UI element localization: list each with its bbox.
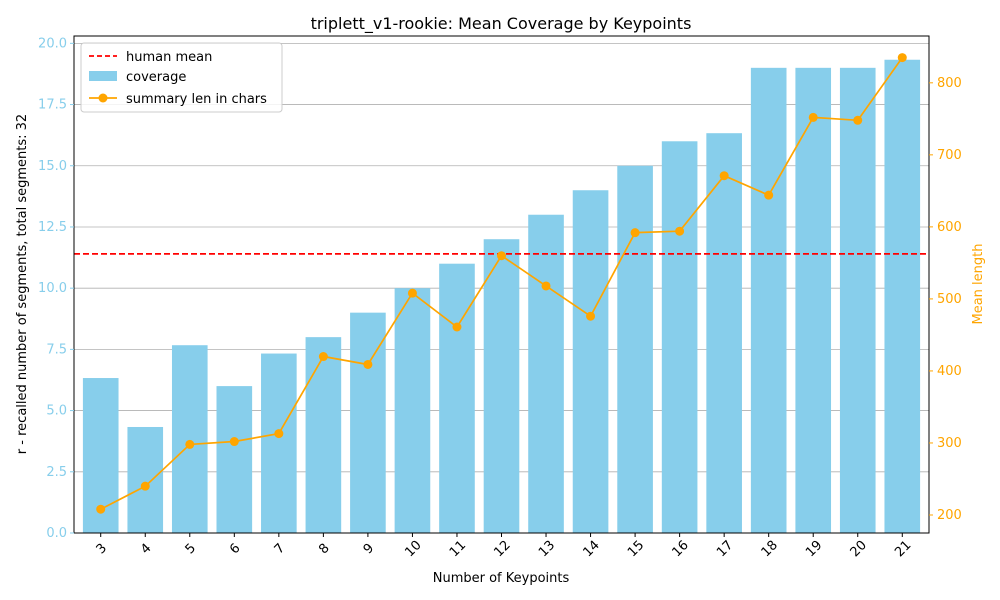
x-tick-label-13: 13 xyxy=(536,538,558,560)
x-tick-label-12: 12 xyxy=(491,538,513,560)
coverage-bar-21 xyxy=(884,59,921,533)
summary-length-point-21 xyxy=(897,53,907,63)
y2-tick-label-4: 600 xyxy=(937,220,962,235)
summary-length-point-6 xyxy=(229,437,239,447)
coverage-bar-14 xyxy=(572,190,609,533)
summary-length-point-13 xyxy=(541,281,551,291)
summary-length-point-14 xyxy=(586,311,596,321)
x-tick-label-6: 6 xyxy=(227,541,243,557)
legend-summary-length-label: summary len in chars xyxy=(126,92,267,107)
x-tick-label-8: 8 xyxy=(316,541,332,557)
coverage-bar-5 xyxy=(171,345,208,533)
coverage-bar-4 xyxy=(127,426,164,533)
y-tick-label-4: 10.0 xyxy=(38,281,67,296)
x-tick-label-19: 19 xyxy=(803,538,825,560)
y-tick-label-3: 7.5 xyxy=(46,342,67,357)
legend-summary-length-dot xyxy=(98,93,108,103)
left-axis: 0.0 2.5 5.0 7.5 10.0 12.5 15.0 17.5 20.0 xyxy=(38,36,74,541)
summary-length-point-12 xyxy=(497,251,506,261)
x-tick-label-4: 4 xyxy=(138,541,154,557)
x-tick-label-11: 11 xyxy=(447,538,469,560)
x-tick-label-21: 21 xyxy=(892,538,914,560)
x-tick-label-5: 5 xyxy=(183,541,199,557)
summary-length-point-8 xyxy=(318,352,328,362)
y-axis-label: r - recalled number of segments, total s… xyxy=(15,114,30,454)
y-tick-label-6: 15.0 xyxy=(38,159,67,174)
summary-length-point-18 xyxy=(764,190,774,200)
legend-human-mean-label: human mean xyxy=(126,50,212,65)
y-tick-label-8: 20.0 xyxy=(38,36,67,51)
x-tick-label-20: 20 xyxy=(848,538,870,560)
summary-length-point-11 xyxy=(452,322,462,332)
summary-length-point-16 xyxy=(675,226,685,236)
coverage-bar-17 xyxy=(706,133,742,534)
coverage-bars xyxy=(82,59,921,534)
y-tick-label-5: 12.5 xyxy=(38,220,67,235)
x-tick-label-18: 18 xyxy=(759,538,781,560)
y2-tick-label-3: 500 xyxy=(937,292,962,307)
y-tick-label-1: 2.5 xyxy=(46,465,67,480)
summary-length-point-3 xyxy=(96,504,106,514)
legend-coverage-marker xyxy=(89,71,117,81)
summary-length-point-19 xyxy=(808,112,818,122)
x-tick-label-16: 16 xyxy=(670,538,692,560)
y2-tick-label-2: 400 xyxy=(937,364,962,379)
coverage-bar-19 xyxy=(795,67,832,534)
coverage-bar-10 xyxy=(394,288,431,533)
x-tick-label-17: 17 xyxy=(714,538,736,560)
summary-length-point-7 xyxy=(274,429,284,439)
x-tick-label-15: 15 xyxy=(625,538,647,560)
summary-length-point-5 xyxy=(185,439,195,449)
legend-coverage-label: coverage xyxy=(126,70,186,85)
summary-length-point-10 xyxy=(407,288,417,298)
x-axis: 3 4 5 6 7 8 9 10 11 12 13 14 15 16 17 18 19 20 21 xyxy=(94,533,914,560)
right-axis: 200 300 400 500 600 700 800 xyxy=(929,76,962,523)
y2-tick-label-1: 300 xyxy=(937,436,962,451)
summary-length-line xyxy=(96,53,907,514)
coverage-bar-16 xyxy=(661,141,698,533)
coverage-bar-13 xyxy=(528,214,564,534)
coverage-bar-18 xyxy=(750,67,787,534)
x-tick-label-10: 10 xyxy=(402,538,424,560)
coverage-bar-20 xyxy=(839,67,876,534)
x-tick-label-14: 14 xyxy=(580,538,602,560)
y-tick-label-7: 17.5 xyxy=(38,98,67,113)
y2-tick-label-6: 800 xyxy=(937,76,962,91)
x-tick-label-9: 9 xyxy=(361,541,377,557)
coverage-bar-12 xyxy=(483,239,520,533)
x-tick-label-3: 3 xyxy=(94,541,110,557)
coverage-bar-8 xyxy=(305,337,342,533)
x-axis-label: Number of Keypoints xyxy=(433,571,570,586)
legend-box xyxy=(80,42,283,113)
x-tick-label-7: 7 xyxy=(272,541,288,557)
summary-length-point-9 xyxy=(363,359,373,369)
coverage-bar-6 xyxy=(216,386,253,533)
coverage-bar-11 xyxy=(439,263,475,533)
y-tick-label-2: 5.0 xyxy=(46,404,67,419)
coverage-bar-9 xyxy=(350,312,386,533)
y2-tick-label-5: 700 xyxy=(937,148,962,163)
summary-length-point-17 xyxy=(719,171,729,181)
summary-length-point-20 xyxy=(853,115,863,125)
summary-length-point-4 xyxy=(140,481,150,491)
coverage-bar-7 xyxy=(261,353,297,533)
y-tick-label-0: 0.0 xyxy=(46,526,67,541)
coverage-bar-15 xyxy=(617,165,653,534)
y2-axis-label: Mean length xyxy=(971,244,986,325)
legend: human mean coverage summary len in chars xyxy=(80,42,283,113)
summary-length-point-15 xyxy=(630,228,640,238)
chart-title: triplett_v1-rookie: Mean Coverage by Key… xyxy=(311,14,692,34)
y2-tick-label-0: 200 xyxy=(937,508,962,523)
